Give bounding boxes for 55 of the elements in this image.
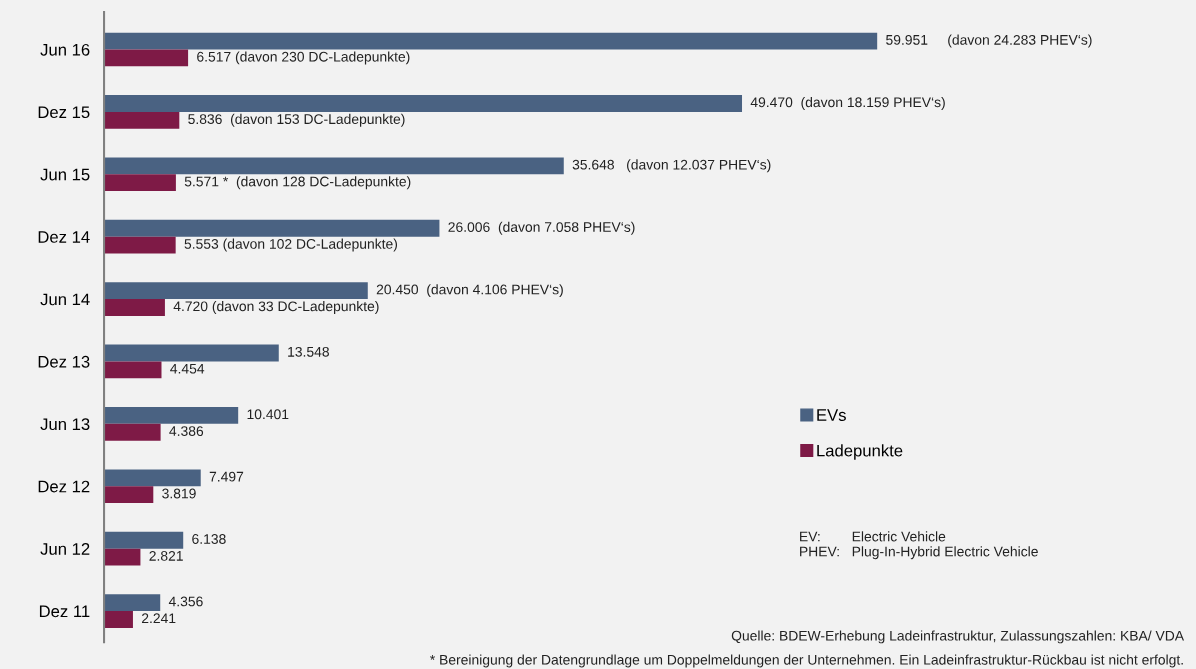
bar bbox=[104, 407, 239, 424]
data-label: 5.836 (davon 153 DC-Ladepunkte) bbox=[188, 113, 405, 127]
legend-label: EVs bbox=[817, 409, 846, 421]
y-tick-label: Dez 15 bbox=[38, 106, 90, 119]
bar bbox=[104, 611, 133, 628]
bar bbox=[104, 219, 440, 237]
annotation: Quelle: BDEW-Erhebung Ladeinfrastruktur, Zulassungszahlen: KBA/ VDA bbox=[731, 630, 1185, 644]
y-tick-label: Dez 12 bbox=[38, 480, 90, 493]
data-label: 4.454 bbox=[170, 363, 205, 374]
data-label: 3.819 bbox=[162, 488, 196, 499]
bar bbox=[104, 174, 176, 192]
bar bbox=[104, 299, 165, 316]
data-label: 59.951 (davon 24.283 PHEV‘s) bbox=[886, 34, 1092, 48]
text: * Bereinigung der Datengrundlage um Doppelmeldungen der Unternehmen. Ein Ladeinfrastruktur-Rückbau ist nicht erfolgt. bbox=[430, 654, 1183, 668]
bar bbox=[104, 157, 564, 175]
bar bbox=[104, 594, 161, 612]
data-label: 2.241 bbox=[141, 613, 176, 624]
data-label: 6.138 bbox=[192, 534, 226, 544]
data-label: 5.571 * (davon 128 DC-Ladepunkte) bbox=[184, 176, 411, 190]
data-label: 35.648 (davon 12.037 PHEV‘s) bbox=[572, 159, 771, 173]
data-label: 4.720 (davon 33 DC-Ladepunkte) bbox=[173, 301, 379, 314]
y-tick-label: Jun 15 bbox=[40, 168, 90, 181]
bar bbox=[104, 282, 368, 300]
y-tick-label: Jun 13 bbox=[40, 418, 90, 431]
bar bbox=[104, 32, 878, 50]
bar bbox=[104, 95, 743, 112]
bar bbox=[104, 111, 180, 129]
annotation: EV: Electric Vehicle PHEV: Plug-In-Hybrid Electric Vehicle bbox=[800, 531, 1038, 560]
data-label: 4.356 bbox=[168, 596, 203, 607]
data-label: 49.470 (davon 18.159 PHEV‘s) bbox=[750, 96, 945, 110]
data-label: 20.450 (davon 4.106 PHEV‘s) bbox=[376, 284, 563, 298]
y-tick-label: Jun 16 bbox=[40, 43, 90, 56]
bar bbox=[104, 361, 162, 379]
data-label: 2.821 bbox=[149, 550, 183, 561]
bar bbox=[104, 486, 154, 504]
bar bbox=[104, 531, 184, 549]
data-label: 7.497 bbox=[209, 471, 244, 482]
bar bbox=[104, 344, 279, 362]
data-label: 5.553 (davon 102 DC-Ladepunkte) bbox=[184, 238, 398, 252]
y-tick-label: Jun 14 bbox=[40, 293, 90, 306]
y-tick-label: Dez 11 bbox=[39, 605, 90, 618]
data-label: 6.517 (davon 230 DC-Ladepunkte) bbox=[197, 51, 410, 65]
data-label: 10.401 bbox=[247, 409, 289, 420]
bar bbox=[104, 548, 141, 566]
bar bbox=[104, 469, 201, 487]
bar bbox=[104, 423, 161, 441]
bar bbox=[104, 49, 189, 67]
data-label: 4.386 bbox=[169, 426, 204, 437]
data-label: 13.548 bbox=[288, 346, 329, 357]
y-tick-label: Dez 13 bbox=[38, 355, 90, 368]
y-tick-label: Jun 12 bbox=[40, 543, 90, 555]
data-label: 26.006 (davon 7.058 PHEV‘s) bbox=[448, 221, 635, 235]
y-tick-label: Dez 14 bbox=[38, 231, 90, 243]
bar bbox=[104, 236, 176, 254]
legend-label: Ladepunkte bbox=[817, 444, 903, 460]
